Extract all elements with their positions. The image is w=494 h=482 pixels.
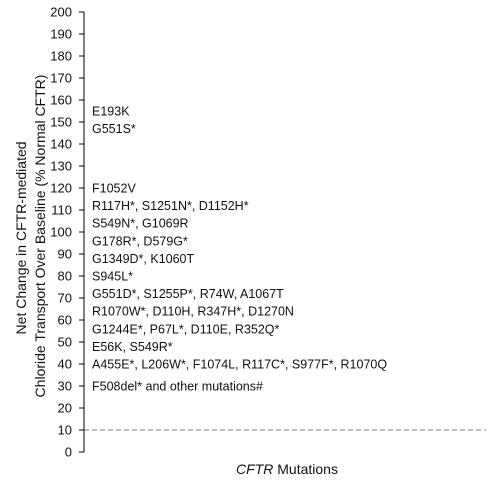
x-axis-title-gene: CFTR [236,461,273,477]
y-tick-label: 20 [58,401,72,416]
y-tick-label: 180 [50,49,72,64]
y-tick-label: 0 [65,445,72,460]
mutation-label: F508del* and other mutations# [92,380,263,394]
y-tick-label: 130 [50,159,72,174]
y-tick-label: 140 [50,137,72,152]
mutation-label: G551D*, S1255P*, R74W, A1067T [92,287,284,301]
x-axis-title-rest: Mutations [273,461,338,477]
y-tick-label: 200 [50,5,72,20]
y-tick-label: 40 [58,357,72,372]
y-tick-label: 10 [58,423,72,438]
mutation-label: A455E*, L206W*, F1074L, R117C*, S977F*, … [92,358,387,372]
y-tick-label: 100 [50,225,72,240]
y-tick-label: 50 [58,335,72,350]
y-tick-label: 90 [58,247,72,262]
mutation-label: G1244E*, P67L*, D110E, R352Q* [92,322,280,336]
mutation-label: R1070W*, D110H, R347H*, D1270N [92,305,294,319]
y-tick-label: 170 [50,71,72,86]
y-tick-label: 60 [58,313,72,328]
y-tick-label: 110 [51,203,72,218]
y-tick-label: 190 [50,27,72,42]
mutation-labels: E193K G551S* F1052V R117H*, S1251N*, D1152H… [92,105,387,394]
mutation-label: S945L* [92,270,133,284]
y-tick-label: 120 [50,181,72,196]
mutation-label: F1052V [92,182,136,196]
y-axis-title-line2: Chloride Transport Over Baseline (% Norm… [32,75,48,398]
mutation-label: R117H*, S1251N*, D1152H* [92,199,249,213]
y-tick-label: 80 [58,269,72,284]
y-axis-title-line1: Net Change in CFTR-mediated [13,141,29,334]
mutation-label: E56K, S549R* [92,340,173,354]
y-tick-label: 30 [58,379,72,394]
y-tick-label: 150 [50,115,72,130]
y-tick-label: 160 [50,93,72,108]
mutation-label: S549N*, G1069R [92,217,189,231]
y-axis-title: Net Change in CFTR-mediated Chloride Tra… [13,75,48,398]
mutation-label: E193K [92,105,130,119]
mutation-label: G1349D*, K1060T [92,252,195,266]
y-tick-label: 70 [58,291,72,306]
y-ticks: 0 10 20 30 40 50 60 70 80 90 100 110 120 130 140 150 160… [50,5,84,460]
x-axis-title: CFTR Mutations [236,461,338,477]
mutation-label: G178R*, D579G* [92,234,188,248]
mutation-label: G551S* [92,122,136,136]
